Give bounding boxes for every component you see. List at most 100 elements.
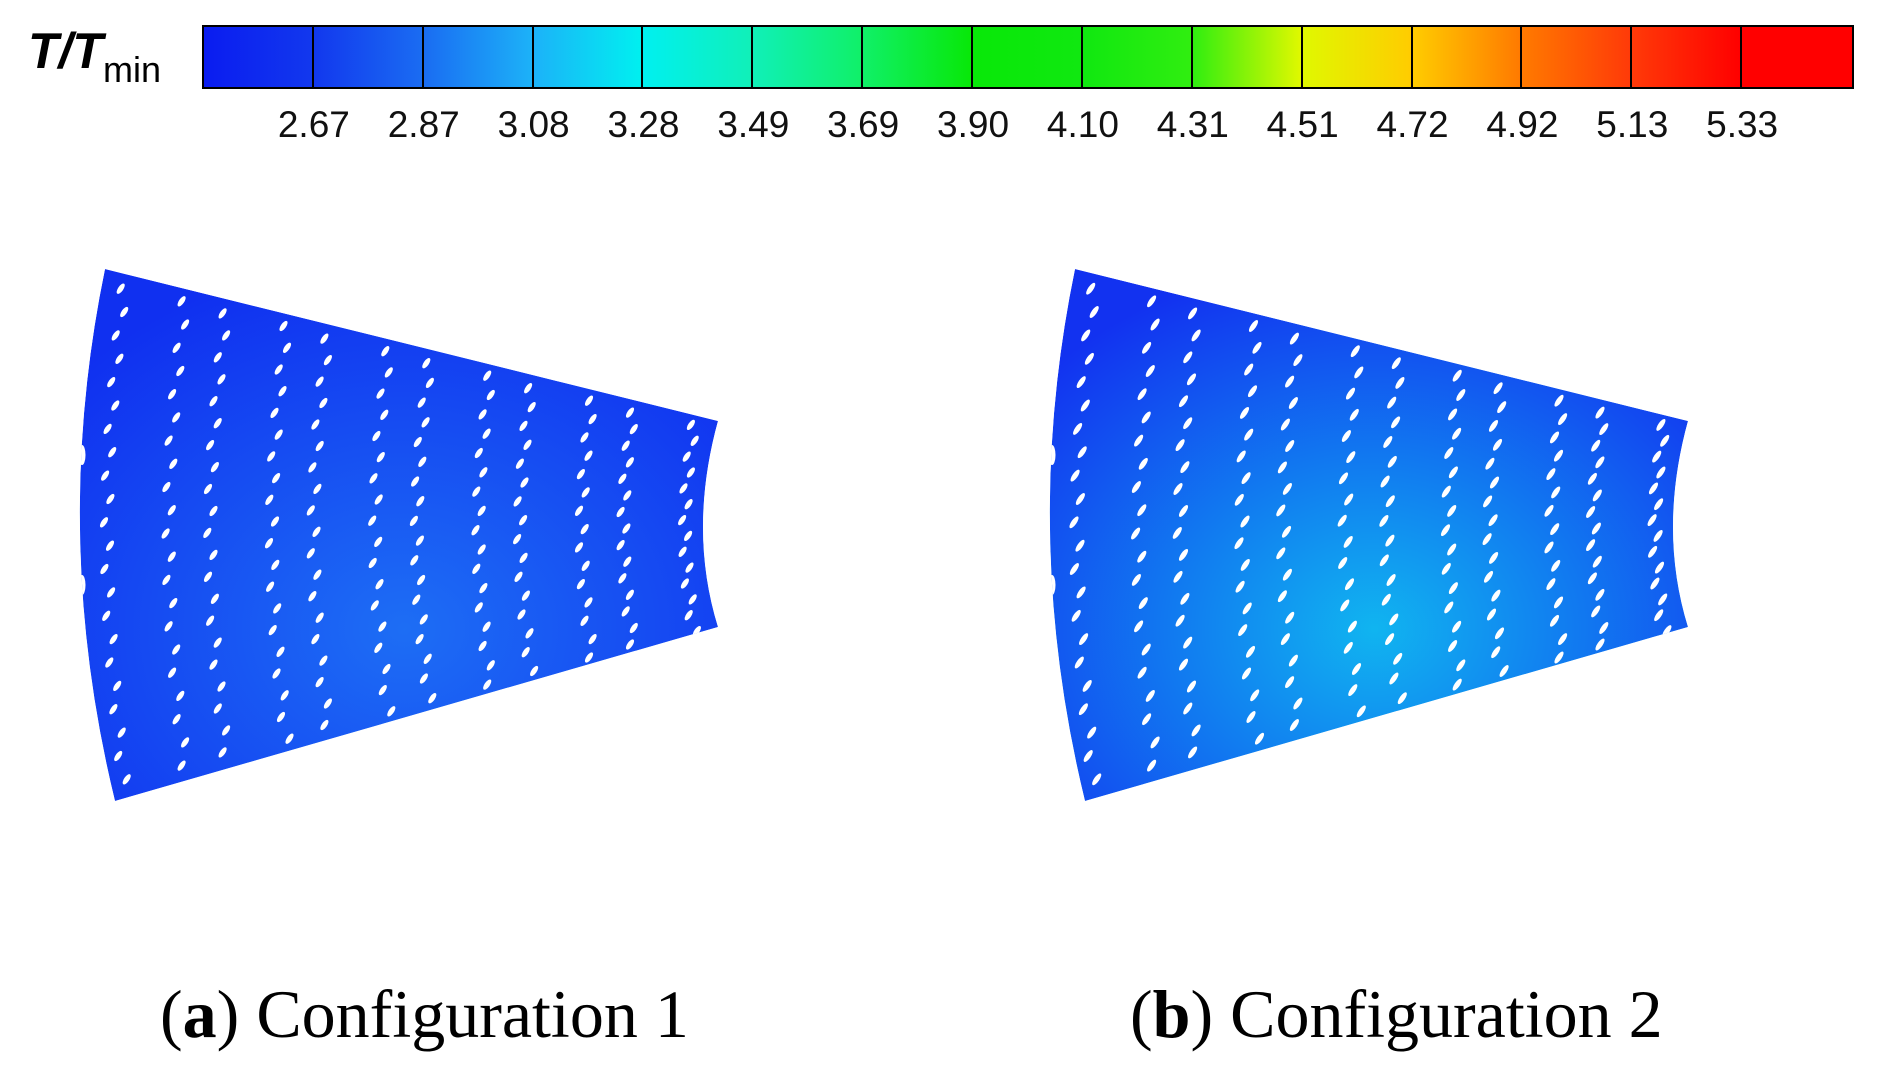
cooling-hole (1186, 373, 1197, 386)
cooling-hole (1345, 387, 1356, 400)
caption-title-a: Configuration 1 (256, 976, 689, 1052)
cooling-hole (1183, 636, 1193, 649)
contour-field (1049, 269, 1688, 801)
cooling-hole (684, 610, 693, 621)
cooling-hole (1134, 434, 1144, 447)
colorbar-segment (313, 27, 424, 87)
cooling-hole (513, 533, 522, 545)
cooling-hole (1351, 663, 1362, 675)
cooling-hole (1379, 514, 1389, 527)
cooling-hole (1277, 461, 1287, 474)
cooling-hole (1248, 320, 1259, 332)
cooling-hole (1178, 658, 1189, 671)
inlet-hole (79, 575, 86, 595)
cooling-hole (99, 517, 109, 528)
caption-configuration-1: (a) Configuration 1 (160, 976, 689, 1052)
cooling-hole (1092, 773, 1102, 786)
cooling-hole (1236, 450, 1246, 463)
cooling-hole (688, 594, 697, 605)
cooling-hole (1483, 495, 1493, 508)
cooling-hole (1595, 588, 1605, 601)
cooling-hole (1082, 679, 1092, 692)
cooling-hole (1381, 593, 1391, 606)
cooling-hole (1337, 514, 1347, 527)
cooling-hole (1354, 366, 1364, 379)
cooling-hole (268, 624, 277, 636)
cooling-hole (417, 397, 426, 408)
cooling-hole (272, 668, 281, 679)
colorbar-tick-label: 3.28 (607, 104, 680, 145)
cooling-hole (102, 610, 111, 621)
cooling-hole (1081, 329, 1091, 342)
cooling-hole (1080, 399, 1090, 412)
cooling-hole (319, 655, 328, 666)
cooling-hole (209, 505, 218, 517)
cooling-hole (1340, 599, 1350, 612)
cooling-hole (515, 458, 524, 469)
cooling-hole (209, 396, 218, 407)
cooling-hole (273, 603, 282, 614)
cooling-hole (217, 681, 226, 692)
cooling-hole (1137, 504, 1147, 517)
cooling-hole (1448, 408, 1458, 421)
cooling-hole (1084, 352, 1094, 365)
cooling-hole (1250, 689, 1260, 702)
cooling-hole (1235, 580, 1245, 593)
cooling-hole (1150, 736, 1160, 749)
cooling-hole (486, 660, 495, 671)
inlet-hole (79, 705, 86, 725)
cooling-hole (1652, 450, 1662, 463)
cooling-hole (625, 407, 635, 418)
cooling-hole (210, 461, 219, 473)
cooling-hole (472, 486, 481, 497)
cooling-hole (176, 365, 185, 377)
cooling-hole (315, 676, 324, 688)
cooling-hole (1658, 593, 1668, 606)
cooling-hole (1452, 427, 1462, 440)
colorbar-tick-label: 2.67 (277, 104, 350, 145)
cooling-hole (164, 435, 173, 446)
cooling-hole (1546, 578, 1556, 591)
cooling-hole (678, 514, 687, 526)
cooling-hole (1180, 592, 1190, 605)
cooling-hole (1338, 557, 1348, 569)
cooling-hole (1482, 533, 1492, 546)
cooling-hole (412, 594, 421, 605)
cooling-hole (1654, 609, 1664, 622)
cooling-hole (479, 467, 488, 478)
cooling-hole (1338, 472, 1349, 485)
cooling-hole (1389, 613, 1399, 626)
cooling-hole (323, 698, 332, 709)
cooling-hole (1493, 382, 1503, 395)
cooling-hole (692, 625, 701, 637)
cooling-hole (1587, 572, 1597, 585)
cooling-hole (580, 432, 589, 443)
cooling-hole (415, 633, 424, 645)
cooling-hole (1343, 641, 1353, 654)
cooling-hole (1239, 406, 1250, 419)
cooling-hole (266, 581, 275, 592)
cooling-hole (520, 477, 529, 488)
cooling-hole (618, 573, 627, 584)
cooling-hole (1595, 456, 1605, 469)
colorbar-segment (1082, 27, 1193, 87)
cooling-hole (621, 606, 630, 617)
cooling-hole (1549, 614, 1560, 627)
cooling-hole (1241, 667, 1252, 680)
cooling-hole (270, 407, 279, 419)
cooling-hole (217, 374, 226, 385)
cooling-hole (1441, 562, 1451, 575)
cooling-hole (474, 447, 483, 459)
cooling-hole (114, 750, 123, 762)
cooling-hole (410, 555, 419, 566)
cooling-hole (1277, 590, 1287, 603)
cooling-hole (1489, 476, 1500, 489)
cooling-hole (521, 647, 530, 658)
cooling-hole (581, 560, 590, 571)
cooling-hole (1086, 282, 1096, 295)
colorbar-segment (423, 27, 534, 87)
cooling-hole (1647, 514, 1657, 527)
cooling-hole (1138, 457, 1148, 470)
cooling-hole (684, 499, 693, 510)
cooling-hole (1281, 525, 1292, 538)
